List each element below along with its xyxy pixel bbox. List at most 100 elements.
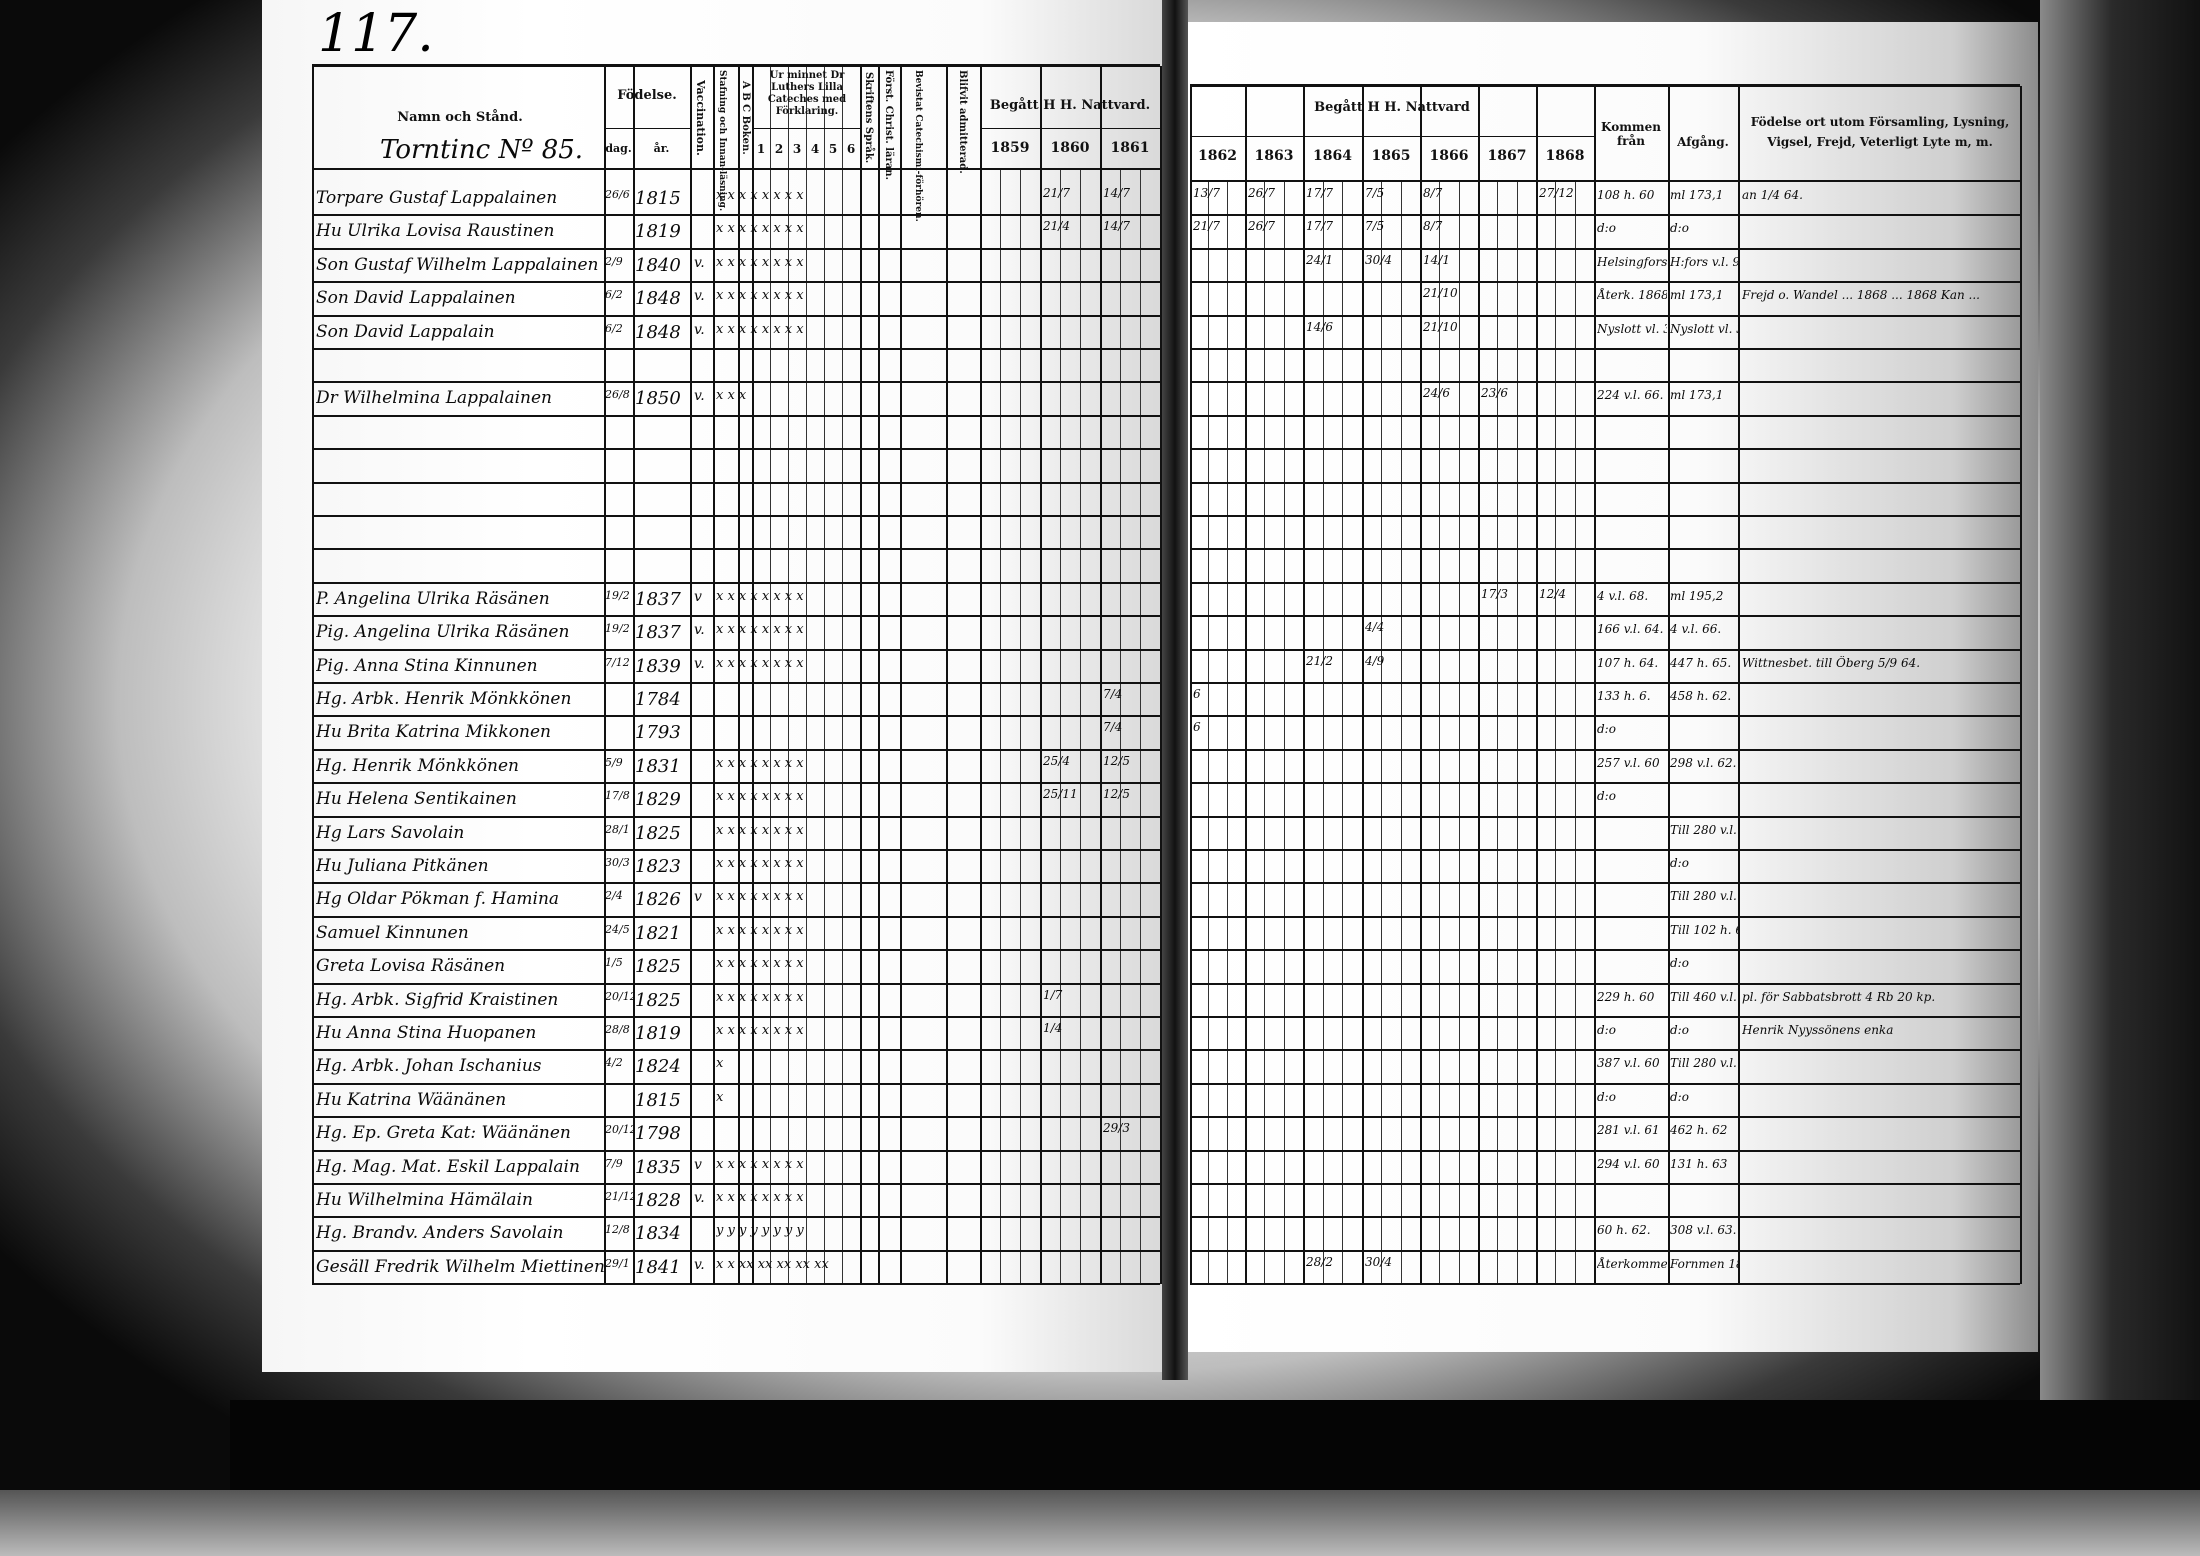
row-rule	[1190, 414, 2020, 417]
reading-marks: x x x x x x x x	[716, 822, 804, 838]
birth-day: 26/6	[605, 188, 630, 201]
header-year: 1868	[1545, 148, 1585, 164]
column-rule	[1594, 86, 1596, 1285]
birth-year: 1848	[635, 321, 681, 343]
reading-marks: x x x x x x x x	[716, 622, 804, 638]
communion-date: 8/7	[1423, 219, 1443, 234]
communion-date: 4/9	[1365, 653, 1385, 668]
header-year: 1859	[990, 140, 1030, 156]
row-rule	[312, 1283, 1160, 1286]
birth-year: 1850	[635, 388, 681, 410]
reading-marks: y y y y y y y y	[716, 1223, 804, 1239]
header-catechism-col: 6	[846, 142, 856, 156]
row-rule	[312, 815, 1160, 818]
column-rule	[788, 66, 789, 1285]
row-rule	[312, 748, 1160, 751]
vaccination-mark: v.	[694, 1190, 705, 1206]
birth-day: 28/8	[605, 1023, 630, 1036]
column-subrule	[1497, 182, 1499, 1285]
row-rule	[312, 949, 1160, 952]
reading-marks: x x x	[716, 388, 747, 404]
communion-date: 1/4	[1043, 1021, 1063, 1035]
row-rule	[312, 481, 1160, 484]
reading-marks: x x x x x x x x	[716, 922, 804, 938]
column-rule	[842, 66, 843, 1285]
row-rule	[1190, 1049, 2020, 1052]
remarks: pl. för Sabbatsbrott 4 Rb 20 kp.	[1742, 989, 1936, 1004]
remarks: an 1/4 64.	[1742, 188, 1803, 202]
reading-marks: x x x x x x x x	[716, 188, 804, 203]
row-rule	[1190, 448, 2020, 451]
header-bottom-rule	[1190, 180, 2020, 182]
reading-marks: x x xx xx xx xx xx	[716, 1256, 829, 1272]
column-rule	[1362, 86, 1364, 1285]
header-stafning: Stafning och Innan-läsning.	[716, 70, 727, 212]
departure: ml 195,2	[1670, 588, 1724, 603]
header-subrule	[752, 128, 860, 129]
birth-day: 19/2	[605, 588, 630, 602]
communion-date: 29/3	[1103, 1121, 1130, 1136]
reading-marks: x x x x x x x x	[716, 956, 804, 972]
communion-date: 26/7	[1248, 219, 1275, 234]
row-rule	[312, 548, 1160, 551]
birth-day: 2/4	[605, 889, 623, 903]
header-catechism-col: 4	[810, 142, 820, 156]
communion-date: 7/5	[1365, 219, 1385, 234]
header-catechism-col: 3	[792, 142, 802, 156]
communion-date: 21/10	[1423, 319, 1458, 334]
reading-marks: x x x x x x x x	[716, 254, 804, 270]
column-subrule	[1020, 168, 1021, 1285]
folio-number: 117.	[318, 4, 434, 64]
person-name: Hg. Arbk. Johan Ischanius	[316, 1056, 542, 1077]
arrived-from: 133 h. 6.	[1597, 689, 1651, 703]
column-rule	[312, 66, 314, 1285]
birth-day: 21/12	[605, 1190, 633, 1203]
reading-marks: x x x x x x x x	[716, 889, 804, 905]
reading-marks: x x x x x x x x	[716, 989, 804, 1005]
arrived-from: 387 v.l. 60	[1597, 1056, 1660, 1071]
column-rule	[878, 66, 880, 1285]
departure: d:o	[1670, 956, 1689, 971]
person-name: Hu Wilhelmina Hämälain	[316, 1190, 533, 1210]
reading-marks: x x x x x x x x	[716, 1156, 804, 1172]
row-rule	[312, 1216, 1160, 1219]
row-rule	[312, 882, 1160, 885]
birth-year: 1798	[635, 1123, 681, 1145]
row-rule	[312, 849, 1160, 851]
header-year: 1867	[1487, 148, 1527, 164]
row-rule	[312, 247, 1160, 250]
column-rule	[1478, 86, 1480, 1285]
communion-date: 30/4	[1365, 252, 1392, 267]
communion-date: 24/1	[1306, 252, 1333, 267]
communion-date: 21/2	[1306, 653, 1333, 668]
vaccination-mark: v.	[694, 288, 705, 305]
departure: d:o	[1670, 221, 1689, 236]
row-rule	[312, 715, 1160, 718]
birth-year: 1819	[635, 221, 681, 243]
scan-right-border	[2040, 0, 2200, 1400]
reading-marks: x	[716, 1089, 724, 1105]
row-rule	[1190, 1283, 2020, 1286]
departure: Fornmen 1865	[1670, 1256, 1738, 1271]
person-name: Hu Katrina Wäänänen	[316, 1089, 507, 1110]
departure: 462 h. 62	[1670, 1123, 1728, 1138]
row-rule	[1190, 281, 2020, 284]
row-rule	[1190, 1249, 2020, 1252]
birth-day: 19/2	[605, 622, 630, 636]
birth-day: 20/12	[605, 1123, 633, 1137]
row-rule	[1190, 348, 2020, 350]
birth-day: 30/3	[605, 856, 630, 869]
birth-year: 1837	[635, 588, 681, 610]
header-catechism-col: 5	[828, 142, 838, 156]
arrived-from: d:o	[1597, 789, 1616, 804]
person-name: Hg. Brandv. Anders Savolain	[316, 1223, 564, 1244]
departure: ml 173,1	[1670, 288, 1724, 303]
communion-date: 25/4	[1043, 753, 1070, 768]
birth-day: 2/9	[605, 254, 623, 268]
vaccination-mark: v	[694, 889, 702, 906]
column-rule	[1536, 86, 1538, 1285]
birth-day: 5/9	[605, 755, 623, 769]
person-name: Dr Wilhelmina Lappalainen	[316, 388, 552, 409]
departure: Till 102 h. 6.	[1670, 922, 1738, 937]
row-rule	[1190, 882, 2020, 885]
